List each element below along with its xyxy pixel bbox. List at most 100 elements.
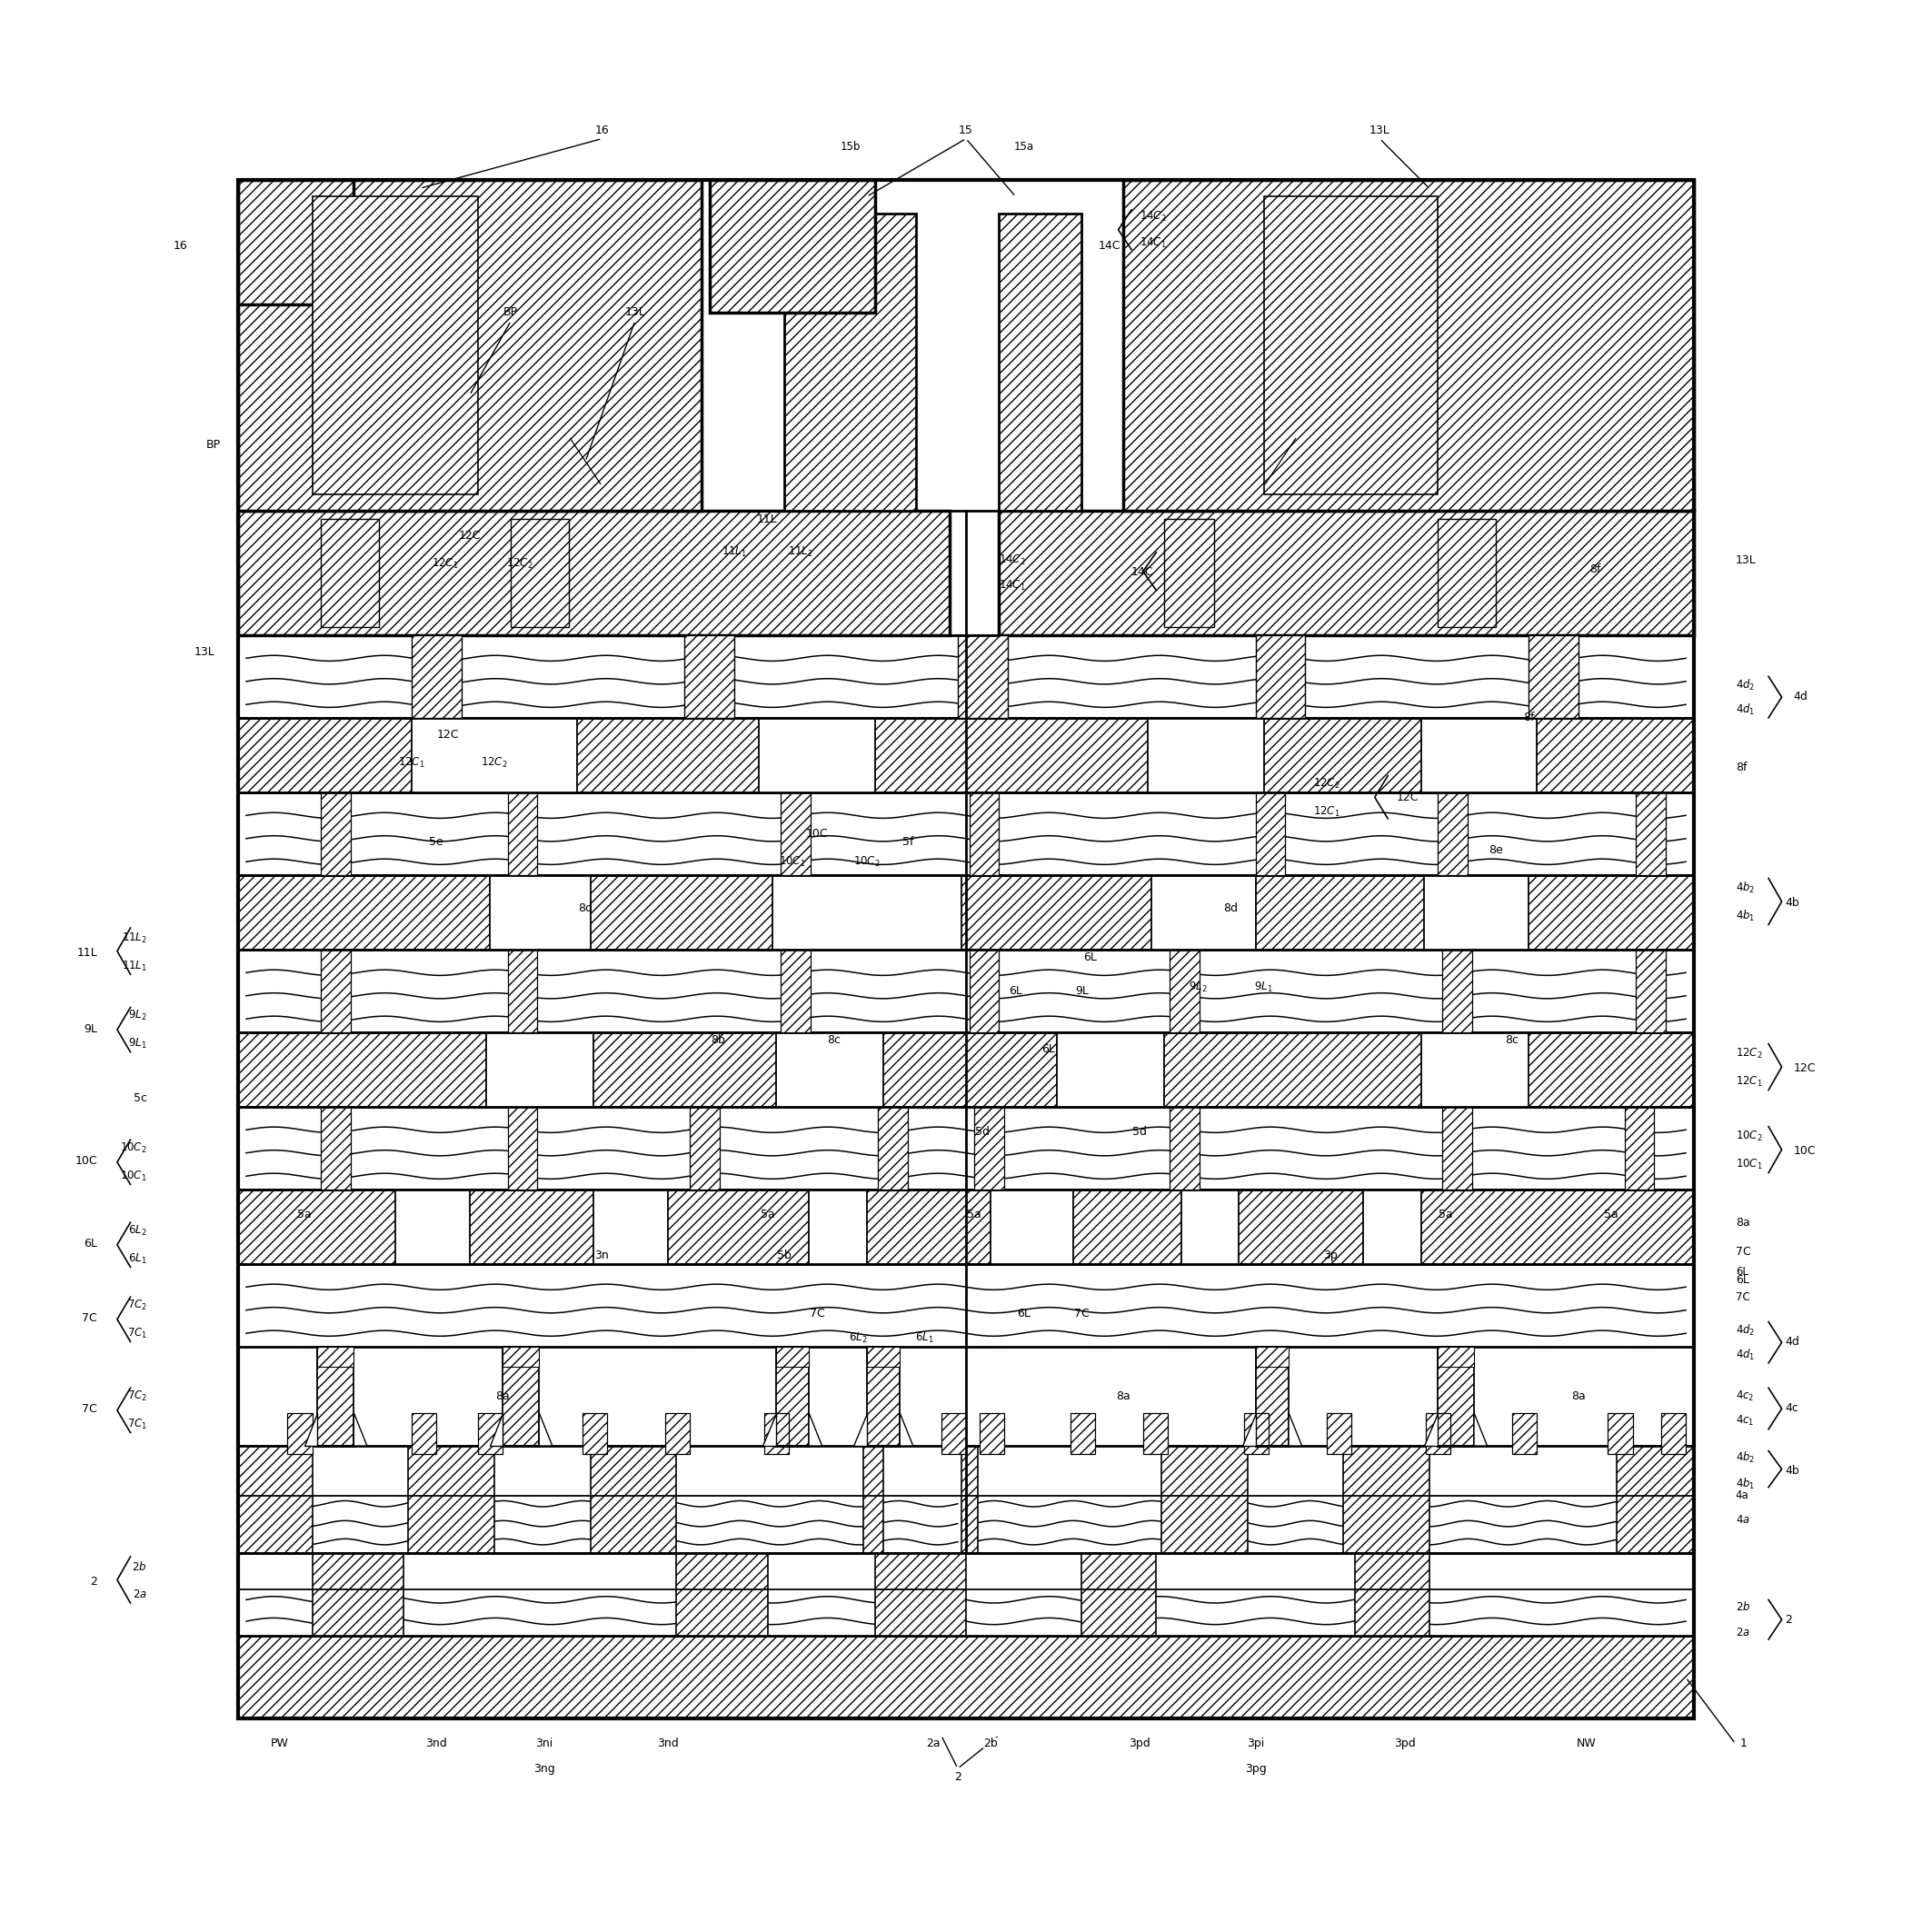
Bar [288, 1412, 313, 1455]
Text: $2a$: $2a$ [133, 1588, 147, 1602]
Text: 8a: 8a [1735, 1217, 1750, 1229]
Text: NW: NW [1577, 1737, 1596, 1750]
Bar [773, 875, 960, 949]
Bar [508, 949, 537, 1032]
Bar [238, 510, 949, 636]
Bar [477, 1412, 502, 1455]
Bar [1422, 719, 1536, 792]
Text: $4a$: $4a$ [1735, 1515, 1750, 1526]
Bar [1244, 1412, 1269, 1455]
Bar [1264, 197, 1437, 495]
Text: $11L_1$: $11L_1$ [723, 545, 748, 558]
Bar [1256, 792, 1285, 875]
Text: $4b_2$: $4b_2$ [1735, 1451, 1754, 1464]
Bar [1443, 949, 1472, 1032]
Text: 15: 15 [958, 124, 974, 137]
Text: $10C_2$: $10C_2$ [1735, 1130, 1762, 1144]
Bar [238, 180, 354, 303]
Bar [238, 180, 354, 303]
Text: $4d_1$: $4d_1$ [1735, 1347, 1754, 1362]
Text: 12C: 12C [437, 728, 458, 740]
Text: 2: 2 [1785, 1613, 1793, 1625]
Bar [238, 180, 701, 510]
Bar [321, 949, 350, 1032]
Text: 10C: 10C [1793, 1146, 1816, 1157]
Bar [676, 1553, 767, 1636]
Text: 4b: 4b [1785, 1464, 1799, 1476]
Text: 13L: 13L [1370, 124, 1389, 137]
Text: 3nd: 3nd [657, 1737, 678, 1750]
Text: 14C: 14C [1099, 240, 1121, 253]
Bar [777, 1032, 883, 1107]
Bar [508, 1107, 537, 1190]
Text: 5e: 5e [429, 837, 444, 848]
Text: $12C_1$: $12C_1$ [1314, 806, 1341, 819]
Bar [1443, 1107, 1472, 1190]
Text: $12C_2$: $12C_2$ [506, 556, 533, 570]
Text: 11L: 11L [77, 947, 97, 958]
Bar [1122, 180, 1694, 510]
Text: 9L: 9L [1074, 985, 1088, 997]
Text: 5f: 5f [902, 837, 914, 848]
Polygon shape [539, 1412, 553, 1445]
Bar [1636, 949, 1665, 1032]
Text: 5c: 5c [133, 1092, 147, 1105]
Text: 8a: 8a [495, 1391, 510, 1403]
Text: 5a: 5a [968, 1208, 981, 1221]
Bar [999, 213, 1082, 510]
Bar [487, 1032, 593, 1107]
Bar [684, 636, 734, 719]
Text: 14C: 14C [1132, 566, 1153, 578]
Bar [582, 1412, 607, 1455]
Bar [1180, 1190, 1238, 1264]
Text: 6L: 6L [83, 1238, 97, 1250]
Text: 5d: 5d [976, 1126, 989, 1138]
Text: 8c: 8c [827, 1034, 840, 1047]
Bar [879, 1107, 908, 1190]
Bar [1256, 1347, 1289, 1366]
Bar [1165, 520, 1213, 626]
Bar [317, 1347, 354, 1445]
Text: 4d: 4d [1793, 690, 1808, 701]
Bar [408, 1445, 495, 1553]
Bar [1662, 1412, 1687, 1455]
Bar [1437, 792, 1468, 875]
Bar [1437, 1347, 1474, 1445]
Text: $12C_2$: $12C_2$ [1735, 1047, 1762, 1061]
Text: $9L_1$: $9L_1$ [1254, 981, 1273, 995]
Bar [974, 1107, 1005, 1190]
Bar [591, 1445, 676, 1553]
Bar [1057, 1032, 1165, 1107]
Text: 5a: 5a [1439, 1208, 1453, 1221]
Bar [313, 1553, 404, 1636]
Text: 6L: 6L [1016, 1308, 1030, 1320]
Text: 2b: 2b [983, 1737, 999, 1750]
Bar [1422, 1032, 1528, 1107]
Text: $14C_1$: $14C_1$ [1140, 236, 1167, 249]
Bar [777, 1347, 810, 1366]
Text: 2: 2 [954, 1772, 962, 1783]
Text: $4c_1$: $4c_1$ [1735, 1414, 1754, 1428]
Text: 5a: 5a [298, 1208, 311, 1221]
Bar [412, 719, 578, 792]
Polygon shape [489, 1412, 502, 1445]
Bar [1354, 1553, 1430, 1636]
Bar [502, 1347, 539, 1366]
Bar [1256, 1347, 1289, 1445]
Text: $9L_2$: $9L_2$ [128, 1009, 147, 1022]
Text: $12C_2$: $12C_2$ [481, 755, 508, 769]
Bar [321, 1107, 350, 1190]
Text: 8a: 8a [1117, 1391, 1130, 1403]
Bar [777, 1347, 810, 1445]
Bar [238, 719, 1694, 792]
Bar [690, 1107, 719, 1190]
Bar [709, 180, 875, 313]
Text: 6L: 6L [1009, 985, 1022, 997]
Text: 15b: 15b [840, 141, 860, 153]
Text: $4c_2$: $4c_2$ [1735, 1389, 1754, 1403]
Bar [238, 1445, 313, 1553]
Text: 10C: 10C [75, 1155, 97, 1167]
Text: $14C_2$: $14C_2$ [999, 554, 1026, 568]
Text: $10C_2$: $10C_2$ [120, 1142, 147, 1155]
Bar [1528, 636, 1578, 719]
